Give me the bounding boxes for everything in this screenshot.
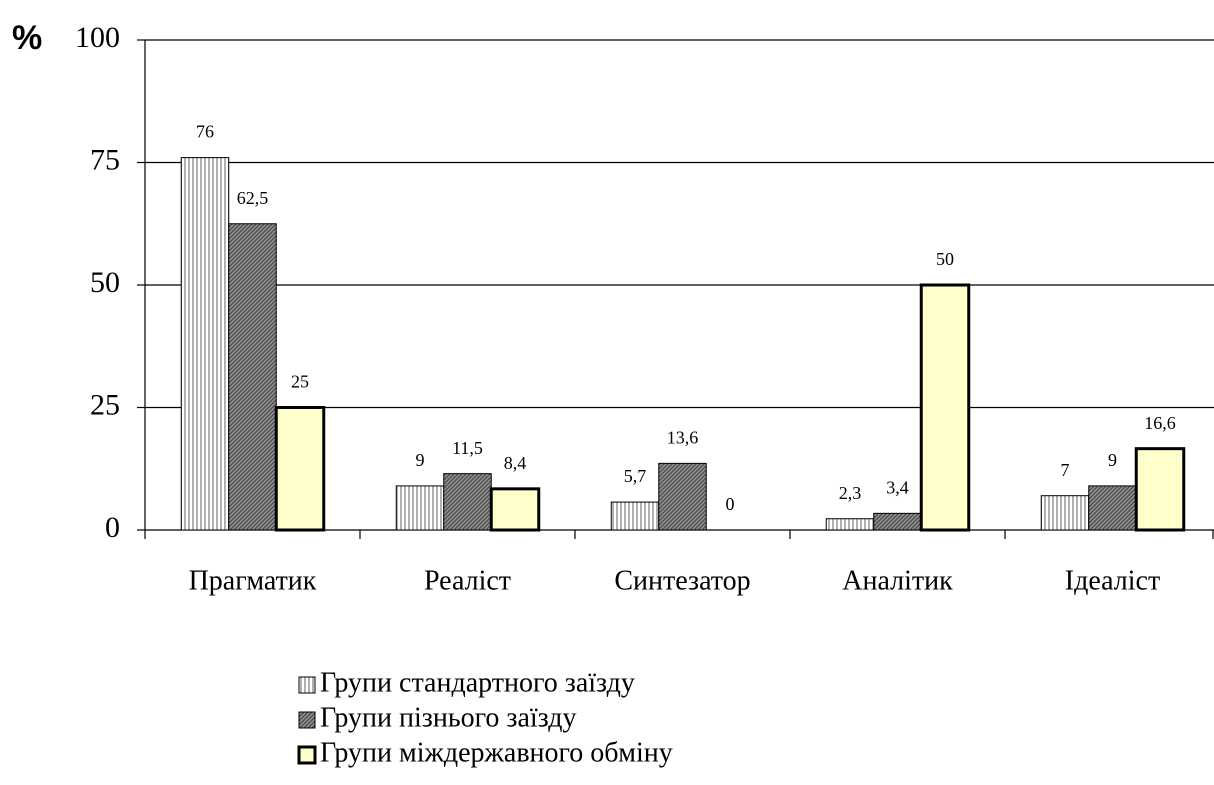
bar [610, 501, 660, 531]
value-label: 3,4 [886, 477, 909, 497]
x-tick-label: Синтезатор [614, 565, 750, 596]
y-tick-label: 0 [105, 511, 120, 544]
value-label: 25 [291, 372, 309, 392]
y-tick-label: 75 [90, 143, 120, 176]
value-label: 50 [936, 249, 954, 269]
legend-swatch [297, 745, 317, 765]
legend-swatch [298, 711, 316, 729]
x-tick-label: Прагматик [189, 565, 317, 596]
value-label: 9 [1108, 450, 1117, 470]
y-tick-label: 50 [90, 266, 120, 299]
legend-label: Групи пізнього заїзду [320, 702, 576, 733]
bar [1088, 485, 1137, 531]
x-tick-label: Аналітик [842, 565, 953, 596]
value-label: 8,4 [504, 453, 527, 473]
bar [274, 406, 326, 532]
bar [1134, 447, 1186, 532]
value-label: 2,3 [839, 483, 862, 503]
x-tick-label: Ідеаліст [1065, 565, 1160, 596]
bar [658, 462, 707, 531]
value-label: 16,6 [1144, 413, 1176, 433]
value-label: 76 [196, 122, 214, 142]
x-tick-label: Реаліст [424, 565, 511, 596]
bar [395, 485, 445, 531]
y-tick-label: 100 [75, 21, 120, 54]
bar [825, 518, 875, 531]
legend-swatch [298, 676, 316, 694]
value-label: 7 [1061, 460, 1070, 480]
value-label: 9 [416, 450, 425, 470]
bar [443, 473, 492, 531]
bar [919, 283, 971, 532]
value-label: 13,6 [667, 427, 699, 447]
value-label: 11,5 [452, 438, 483, 458]
value-label: 0 [726, 494, 735, 514]
y-tick-label: 25 [90, 388, 120, 421]
bar [873, 512, 922, 531]
value-label: 5,7 [624, 466, 647, 486]
y-axis-label: % [12, 19, 42, 57]
bar [228, 223, 277, 531]
legend-label: Групи стандартного заїзду [320, 667, 635, 698]
bar [180, 157, 230, 531]
legend-label: Групи міждержавного обміну [320, 737, 673, 768]
value-label: 62,5 [237, 188, 269, 208]
bar [489, 487, 541, 532]
bar [1040, 495, 1090, 531]
